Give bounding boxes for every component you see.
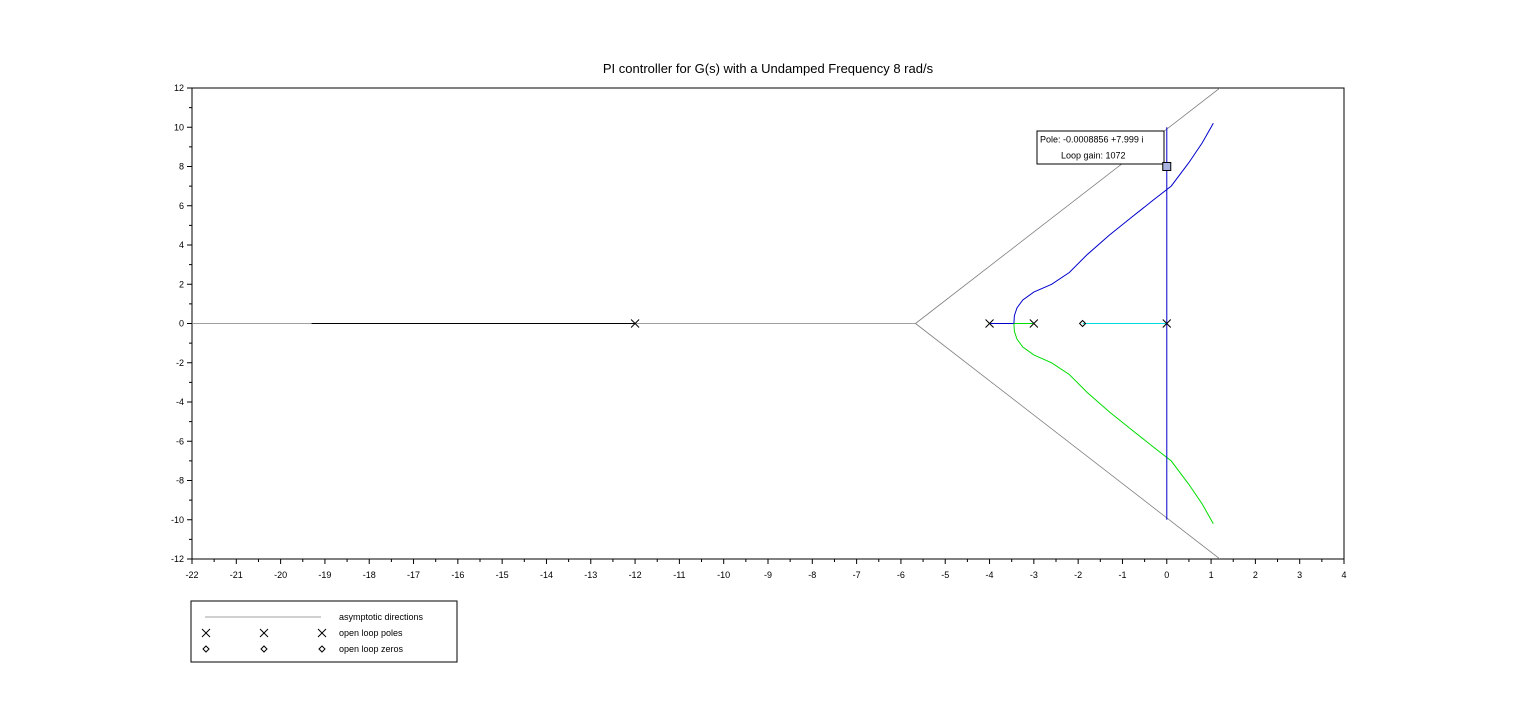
x-tick-label: 3 — [1297, 570, 1302, 580]
x-tick-label: -14 — [540, 570, 553, 580]
x-tick-label: -21 — [230, 570, 243, 580]
x-tick-label: -9 — [764, 570, 772, 580]
x-tick-label: -8 — [808, 570, 816, 580]
x-tick-label: 0 — [1164, 570, 1169, 580]
y-tick-label: 2 — [179, 279, 184, 289]
y-tick-label: -8 — [176, 476, 184, 486]
x-tick-label: 4 — [1341, 570, 1346, 580]
legend-pole-marker — [201, 628, 211, 638]
locus-branch — [1013, 323, 1214, 524]
open-loop-zero — [1078, 319, 1087, 328]
datatip-line1: Pole: -0.0008856 +7.999 i — [1040, 135, 1143, 145]
x-tick-label: -4 — [986, 570, 994, 580]
x-tick-label: -17 — [407, 570, 420, 580]
x-tick-label: -2 — [1074, 570, 1082, 580]
legend-label: open loop poles — [339, 628, 403, 638]
chart-title: PI controller for G(s) with a Undamped F… — [603, 61, 934, 76]
open-loop-pole — [1162, 319, 1172, 328]
y-tick-label: -6 — [176, 436, 184, 446]
y-tick-label: 4 — [179, 240, 184, 250]
x-tick-label: -16 — [451, 570, 464, 580]
datatip-box — [1036, 130, 1165, 165]
x-tick-label: -6 — [897, 570, 905, 580]
open-loop-pole — [630, 319, 640, 328]
legend-label: open loop zeros — [339, 644, 404, 654]
y-tick-label: -12 — [171, 554, 184, 564]
legend-zero-marker — [318, 645, 326, 653]
x-tick-label: -18 — [363, 570, 376, 580]
y-tick-label: 0 — [179, 319, 184, 329]
legend-zero-marker — [202, 645, 210, 653]
legend-zero-marker — [260, 645, 268, 653]
x-tick-label: 2 — [1253, 570, 1258, 580]
x-tick-label: -19 — [318, 570, 331, 580]
plot-clip-group — [192, 88, 1221, 559]
open-loop-pole — [1029, 319, 1039, 328]
x-tick-label: -12 — [629, 570, 642, 580]
x-tick-label: -11 — [673, 570, 685, 580]
y-tick-label: 10 — [174, 122, 184, 132]
x-tick-label: 1 — [1209, 570, 1214, 580]
open-loop-pole — [985, 319, 994, 328]
locus-branch — [1013, 123, 1214, 324]
x-tick-label: -22 — [185, 570, 198, 580]
datatip-line2: Loop gain: 1072 — [1061, 151, 1126, 161]
plot-area: -22 -21 -20 -19 -18 -17 -16 -15 -14 -13 -12 -11 -10-… — [171, 83, 1347, 580]
x-tick-label: -7 — [853, 570, 861, 580]
y-tick-label: -10 — [171, 515, 184, 525]
x-tick-label: -15 — [496, 570, 509, 580]
legend: asymptotic directions open loop poles open… — [190, 600, 458, 663]
y-tick-label: -4 — [176, 397, 184, 407]
y-tick-label: 12 — [174, 83, 184, 93]
y-tick-label: 8 — [179, 162, 184, 172]
legend-label: asymptotic directions — [339, 612, 424, 622]
x-tick-label: -1 — [1118, 570, 1126, 580]
x-tick-label: -13 — [584, 570, 597, 580]
x-tick-label: -3 — [1030, 570, 1038, 580]
x-tick-label: -20 — [274, 570, 287, 580]
y-tick-label: -2 — [176, 358, 184, 368]
asymptote-line — [915, 88, 1221, 324]
y-tick-label: 6 — [179, 201, 184, 211]
asymptote-line — [915, 323, 1221, 559]
x-tick-label: -5 — [941, 570, 949, 580]
legend-pole-marker — [317, 628, 327, 638]
x-tick-label: -10 — [717, 570, 730, 580]
datatip-marker — [1162, 162, 1172, 171]
legend-pole-marker — [259, 628, 269, 638]
